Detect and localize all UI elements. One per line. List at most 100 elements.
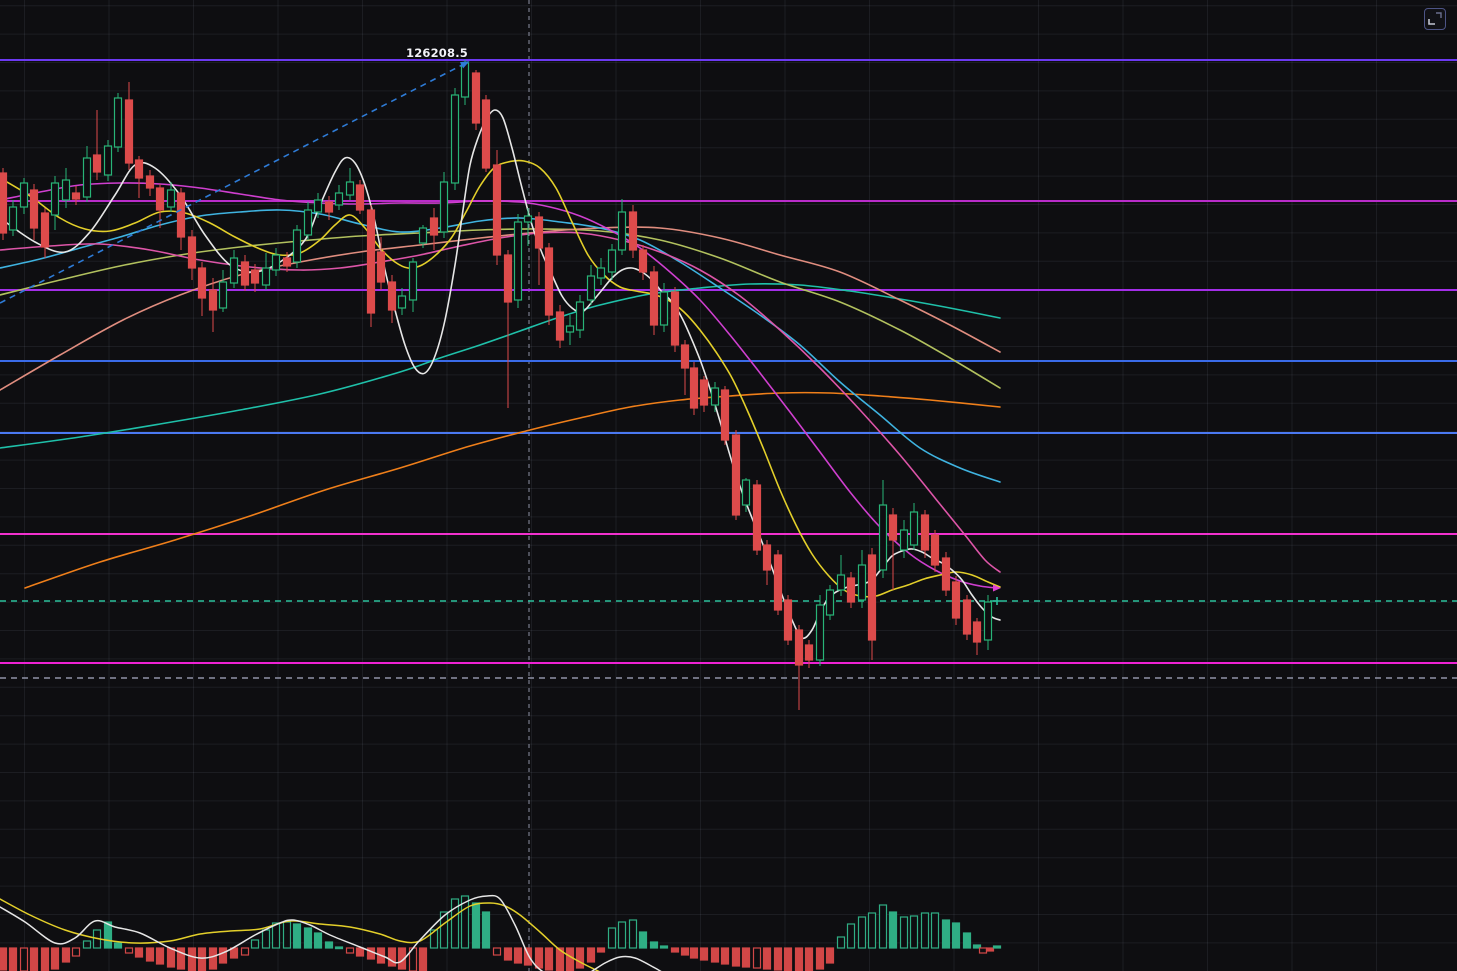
histogram-bar (899, 916, 909, 949)
histogram-bar (282, 921, 292, 949)
histogram-bar (218, 947, 228, 964)
candle-body (429, 217, 439, 236)
candle-body (741, 479, 751, 506)
candle-body (334, 192, 344, 206)
candle-body (387, 281, 397, 311)
candle-body (408, 261, 418, 301)
histogram-bar (888, 911, 898, 949)
histogram-bar (689, 947, 699, 959)
histogram-bar (503, 947, 513, 961)
histogram-bar (575, 947, 585, 969)
candle-body (40, 212, 50, 248)
candle-body (92, 154, 102, 173)
candle-body (103, 145, 113, 176)
histogram-bar (124, 947, 134, 954)
histogram-bar (659, 945, 669, 949)
candle-body (513, 221, 523, 301)
histogram-bar (40, 947, 50, 971)
histogram-bar (334, 946, 344, 950)
candle-body (670, 291, 680, 346)
bracket-top-right (1436, 12, 1442, 18)
candle-body (596, 267, 606, 279)
candle-body (187, 236, 197, 269)
histogram-bar (61, 947, 71, 963)
candle-body (492, 164, 502, 256)
candle-body (752, 484, 762, 551)
candle-body (0, 172, 8, 234)
candle-body (575, 301, 585, 331)
histogram-bar (804, 947, 814, 971)
candle-body (731, 434, 741, 516)
histogram-bar (387, 947, 397, 967)
macd-histogram (0, 895, 1002, 971)
candle-body (951, 581, 961, 619)
histogram-bar (397, 947, 407, 970)
histogram-bar (544, 947, 554, 971)
histogram-bar (857, 916, 867, 949)
candle-body (282, 257, 292, 267)
candle-body (825, 589, 835, 616)
candle-body (460, 62, 470, 98)
histogram-bar (82, 940, 92, 949)
histogram-bar (555, 947, 565, 971)
histogram-bar (762, 947, 772, 970)
candle-body (503, 254, 513, 303)
candle-body (783, 599, 793, 641)
histogram-bar (271, 922, 281, 949)
candle-body (271, 254, 281, 271)
candle-body (176, 192, 186, 238)
histogram-bar (741, 947, 751, 968)
macd-signal-yellow (0, 898, 600, 971)
histogram-bar (240, 947, 250, 956)
candle-body (134, 159, 144, 179)
candle-body (962, 599, 972, 635)
trendline-price-label[interactable]: 126208.5 (406, 46, 468, 60)
histogram-bar (450, 898, 460, 949)
histogram-bar (649, 941, 659, 949)
histogram-bar (0, 947, 8, 971)
histogram-bar (617, 921, 627, 949)
candle-body (155, 187, 165, 211)
histogram-bar (920, 912, 930, 949)
histogram-bar (29, 947, 39, 971)
candle-body (930, 534, 940, 566)
histogram-bar (366, 947, 376, 960)
candle-body (534, 216, 544, 249)
histogram-bar (680, 947, 690, 956)
histogram-bar (867, 912, 877, 949)
candle-body (857, 564, 867, 601)
histogram-bar (720, 947, 730, 965)
histogram-bar (155, 947, 165, 965)
candle-body (166, 189, 176, 208)
histogram-bar (113, 942, 123, 949)
candle-body (909, 511, 919, 546)
histogram-bar (941, 919, 951, 949)
histogram-bar (8, 947, 18, 971)
candle-body (617, 211, 627, 251)
candle-body (689, 367, 699, 409)
histogram-bar (471, 902, 481, 949)
candle-body (366, 209, 376, 314)
histogram-bar (565, 947, 575, 971)
candle-body (762, 544, 772, 571)
candle-body (710, 387, 720, 406)
histogram-bar (19, 947, 29, 971)
restore-pane-icon[interactable] (1424, 8, 1446, 30)
candle-body (659, 291, 669, 326)
histogram-bar (710, 947, 720, 963)
candle-body (586, 275, 596, 301)
candle-body (867, 554, 877, 641)
histogram-bar (607, 927, 617, 949)
histogram-bar (324, 941, 334, 949)
candle-body (261, 267, 271, 286)
histogram-bar (825, 947, 835, 964)
candle-body (397, 295, 407, 309)
histogram-bar (731, 947, 741, 967)
histogram-bar (878, 904, 888, 949)
candle-body (773, 554, 783, 611)
histogram-bar (513, 947, 523, 964)
candle-body (376, 251, 386, 283)
candle-body (113, 97, 123, 148)
